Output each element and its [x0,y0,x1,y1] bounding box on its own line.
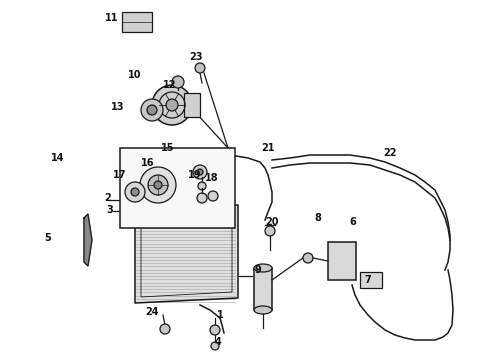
Circle shape [148,175,168,195]
Circle shape [265,226,275,236]
Text: 21: 21 [261,143,275,153]
Circle shape [125,182,145,202]
Text: 19: 19 [188,170,202,180]
Circle shape [211,342,219,350]
Bar [122,12,152,32]
Text: 23: 23 [189,52,203,62]
Circle shape [140,167,176,203]
Circle shape [210,325,220,335]
Circle shape [130,207,138,215]
Polygon shape [84,214,92,266]
Circle shape [166,99,178,111]
Circle shape [141,99,163,121]
Circle shape [193,165,207,179]
Text: 16: 16 [141,158,155,168]
Text: 20: 20 [265,217,279,227]
Circle shape [160,324,170,334]
Circle shape [197,193,207,203]
Text: 24: 24 [145,307,159,317]
Bar [360,272,382,288]
Bar [254,268,272,310]
Text: 13: 13 [111,102,125,112]
Text: 2: 2 [105,193,111,203]
Text: 22: 22 [383,148,397,158]
Text: 18: 18 [205,173,219,183]
Circle shape [197,169,203,175]
Circle shape [128,195,138,205]
Text: 15: 15 [161,143,175,153]
Text: 17: 17 [113,170,127,180]
Text: 5: 5 [45,233,51,243]
Text: 8: 8 [315,213,321,223]
Text: 4: 4 [215,337,221,347]
Circle shape [195,63,205,73]
Polygon shape [135,205,238,303]
Circle shape [198,182,206,190]
Text: 1: 1 [217,310,223,320]
Bar [184,93,200,117]
Text: 14: 14 [51,153,65,163]
Circle shape [303,253,313,263]
Ellipse shape [254,306,272,314]
Circle shape [172,76,184,88]
Circle shape [208,191,218,201]
Text: 7: 7 [365,275,371,285]
Bar [120,148,235,228]
Circle shape [154,181,162,189]
Circle shape [131,188,139,196]
Text: 9: 9 [255,265,261,275]
Ellipse shape [254,264,272,272]
Text: 6: 6 [350,217,356,227]
Text: 12: 12 [163,80,177,90]
Text: 10: 10 [128,70,142,80]
Bar [328,242,356,280]
Circle shape [147,105,157,115]
Circle shape [152,85,192,125]
Text: 11: 11 [105,13,119,23]
Text: 3: 3 [107,205,113,215]
